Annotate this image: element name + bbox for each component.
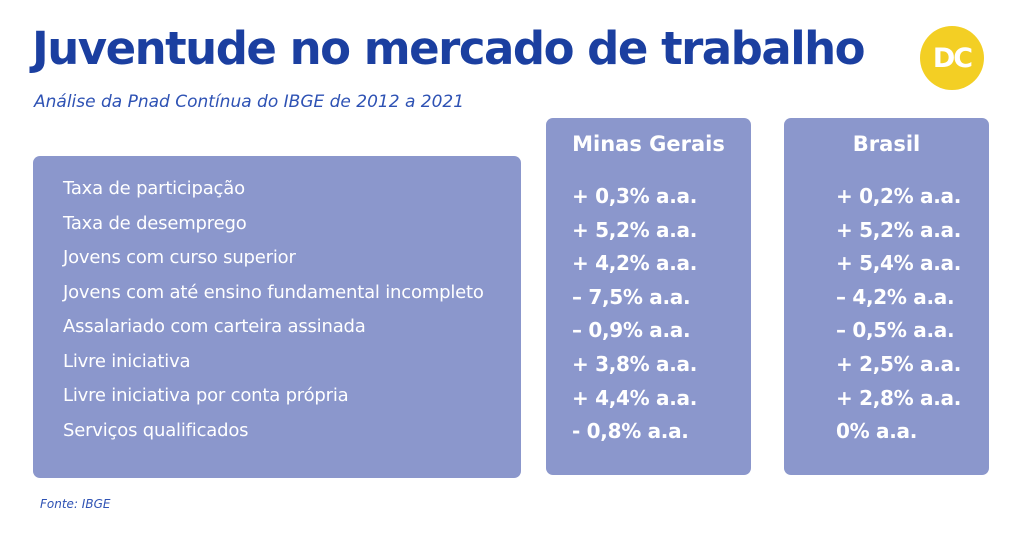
value-cell: + 2,5% a.a.: [836, 351, 962, 376]
value-cell: + 3,8% a.a.: [572, 351, 698, 376]
value-cell: + 0,3% a.a.: [572, 184, 698, 208]
dc-logo: DC: [920, 26, 984, 90]
value-cell: + 5,2% a.a.: [836, 217, 962, 242]
column-header-brasil: Brasil: [852, 132, 921, 156]
value-cell: + 0,2% a.a.: [836, 184, 962, 208]
source-note: Fonte: IBGE: [40, 497, 111, 511]
value-cell: – 4,2% a.a.: [836, 284, 955, 309]
page-subtitle: Análise da Pnad Contínua do IBGE de 2012…: [34, 92, 465, 112]
value-cell: – 7,5% a.a.: [572, 284, 691, 309]
row-label: Jovens com curso superior: [63, 247, 296, 268]
indicators-panel: Taxa de participação Taxa de desemprego …: [33, 156, 521, 478]
minas-gerais-values: + 0,3% a.a. + 5,2% a.a. + 4,2% a.a. – 7,…: [546, 184, 751, 453]
row-label: Taxa de participação: [63, 178, 245, 199]
brasil-column: Brasil + 0,2% a.a. + 5,2% a.a. + 5,4% a.…: [784, 118, 989, 475]
column-header-minas-gerais: Minas Gerais: [572, 132, 725, 156]
value-cell: + 4,4% a.a.: [572, 385, 698, 410]
value-cell: – 0,5% a.a.: [836, 318, 955, 343]
value-cell: 0% a.a.: [836, 419, 918, 444]
row-label: Jovens com até ensino fundamental incomp…: [63, 281, 484, 303]
page-title: Juventude no mercado de trabalho: [32, 22, 866, 75]
row-label: Assalariado com carteira assinada: [63, 316, 366, 337]
brasil-values: + 0,2% a.a. + 5,2% a.a. + 5,4% a.a. – 4,…: [784, 184, 989, 453]
row-label: Serviços qualificados: [63, 419, 249, 441]
value-cell: + 2,8% a.a.: [836, 385, 962, 410]
row-label: Taxa de desemprego: [63, 212, 247, 234]
value-cell: + 5,2% a.a.: [572, 217, 698, 242]
value-cell: + 4,2% a.a.: [572, 251, 698, 276]
dc-logo-text: DC: [932, 42, 973, 74]
row-label: Livre iniciativa: [63, 350, 191, 372]
value-cell: - 0,8% a.a.: [572, 419, 689, 444]
value-cell: – 0,9% a.a.: [572, 318, 691, 343]
value-cell: + 5,4% a.a.: [836, 251, 962, 276]
row-label: Livre iniciativa por conta própria: [63, 385, 349, 406]
minas-gerais-column: Minas Gerais + 0,3% a.a. + 5,2% a.a. + 4…: [546, 118, 751, 475]
